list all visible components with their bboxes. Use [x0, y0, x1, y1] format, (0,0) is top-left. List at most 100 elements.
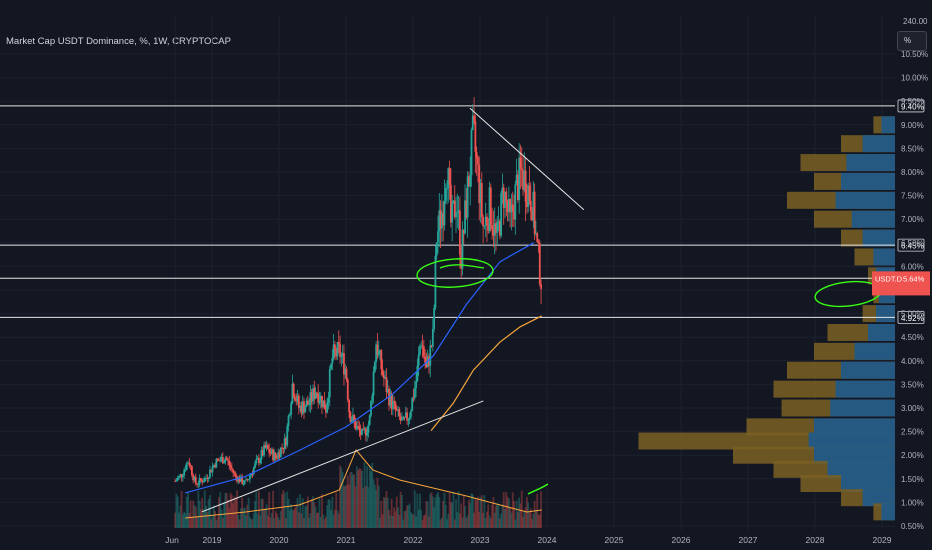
candle-body-272 [524, 170, 527, 202]
x-tick-label-10: 2028 [806, 535, 825, 545]
volume-bar-224 [462, 495, 465, 528]
volume-bar-93 [294, 507, 296, 528]
volume-ma-line [185, 449, 542, 519]
candle-body-253 [500, 193, 503, 236]
volume-bar-242 [486, 511, 488, 528]
candle-body-256 [504, 191, 506, 208]
candle-body-91 [291, 383, 294, 404]
candle-body-228 [468, 176, 470, 187]
candle-body-171 [394, 402, 397, 410]
volume-bar-112 [318, 498, 321, 528]
candle-body-80 [277, 452, 280, 459]
volume-bar-1 [175, 493, 178, 528]
volume-bar-200 [431, 496, 434, 528]
y-tick-label-7: 4.00% [901, 357, 924, 366]
candle-body-67 [260, 450, 263, 460]
volume-bar-39 [224, 492, 227, 528]
candle-body-151 [368, 415, 371, 425]
volume-bar-27 [209, 495, 211, 528]
vprofile-blue-22 [881, 503, 895, 521]
candle-body-82 [279, 447, 282, 458]
volume-bar-83 [281, 493, 283, 528]
candle-body-19 [198, 477, 201, 484]
y-tick-label-14: 7.50% [901, 192, 924, 201]
volume-bar-281 [536, 493, 539, 528]
candle-body-284 [540, 284, 542, 290]
candle-body-131 [343, 353, 345, 375]
volume-bar-81 [278, 519, 281, 528]
candle-body-3 [178, 475, 180, 478]
candle-body-30 [212, 464, 215, 467]
volume-bar-53 [242, 508, 245, 528]
volume-bar-65 [258, 491, 260, 528]
volume-bar-14 [192, 500, 195, 528]
candle-body-56 [246, 479, 249, 481]
volume-bar-116 [323, 519, 326, 528]
volume-bar-89 [288, 510, 291, 528]
y-tick-label-16: 8.50% [901, 144, 924, 153]
candle-body-148 [364, 428, 367, 436]
volume-bar-269 [520, 490, 523, 528]
volume-bar-147 [363, 462, 366, 528]
candle-body-57 [247, 479, 250, 481]
candle-body-50 [238, 477, 241, 482]
volume-bar-9 [185, 496, 188, 528]
volume-bar-185 [412, 514, 415, 528]
candle-body-85 [283, 438, 286, 450]
volume-bar-69 [263, 509, 265, 528]
candle-body-235 [477, 157, 479, 165]
candle-body-186 [413, 387, 416, 398]
volume-bar-136 [349, 472, 352, 528]
volume-bar-173 [397, 507, 399, 528]
candle-body-189 [417, 354, 420, 366]
y-tick-label-4: 2.50% [901, 428, 924, 437]
candle-body-152 [370, 400, 372, 416]
candle-body-29 [211, 466, 214, 473]
candle-body-195 [425, 362, 428, 368]
vprofile-gold-1 [841, 135, 895, 153]
volume-bar-206 [439, 519, 442, 528]
volume-bar-105 [309, 513, 312, 528]
volume-bar-10 [187, 492, 189, 528]
candle-body-197 [428, 356, 430, 366]
x-tick-label-11: 2029 [873, 535, 892, 545]
vprofile-gold-5 [814, 210, 895, 228]
volume-bar-169 [392, 515, 394, 528]
candle-body-236 [478, 164, 481, 203]
volume-bar-266 [516, 511, 519, 528]
volume-bar-148 [364, 485, 367, 528]
candle-body-282 [537, 241, 540, 244]
volume-bar-149 [366, 465, 369, 528]
vprofile-gold-8 [868, 267, 895, 285]
volume-bar-46 [233, 496, 236, 528]
candle-body-124 [334, 344, 336, 351]
volume-bar-131 [343, 486, 345, 528]
volume-bar-140 [354, 486, 357, 528]
x-tick-label-3: 2021 [337, 535, 356, 545]
percent-scale-button[interactable]: % [897, 31, 927, 51]
candle-body-207 [440, 213, 443, 229]
candle-body-113 [319, 395, 322, 401]
candle-body-164 [385, 377, 388, 393]
candle-body-231 [471, 115, 474, 130]
volume-bar-102 [305, 505, 308, 528]
candle-body-106 [310, 392, 313, 402]
volume-bar-229 [469, 503, 472, 528]
candle-body-103 [306, 400, 309, 405]
chart-title: Market Cap USDT Dominance, %, 1W, CRYPTO… [6, 36, 231, 47]
candle-body-165 [386, 388, 389, 393]
volume-bar-79 [276, 513, 278, 528]
volume-bar-151 [368, 465, 371, 528]
volume-bar-32 [215, 519, 218, 528]
volume-bar-239 [482, 512, 484, 528]
candle-body-118 [326, 402, 329, 413]
volume-bar-226 [465, 518, 468, 528]
candle-body-159 [379, 350, 381, 352]
volume-bar-108 [313, 502, 316, 528]
volume-bar-5 [180, 490, 183, 528]
x-tick-label-6: 2024 [538, 535, 557, 545]
candle-body-240 [483, 225, 486, 227]
volume-bar-177 [402, 519, 405, 528]
candle-body-83 [281, 447, 283, 449]
